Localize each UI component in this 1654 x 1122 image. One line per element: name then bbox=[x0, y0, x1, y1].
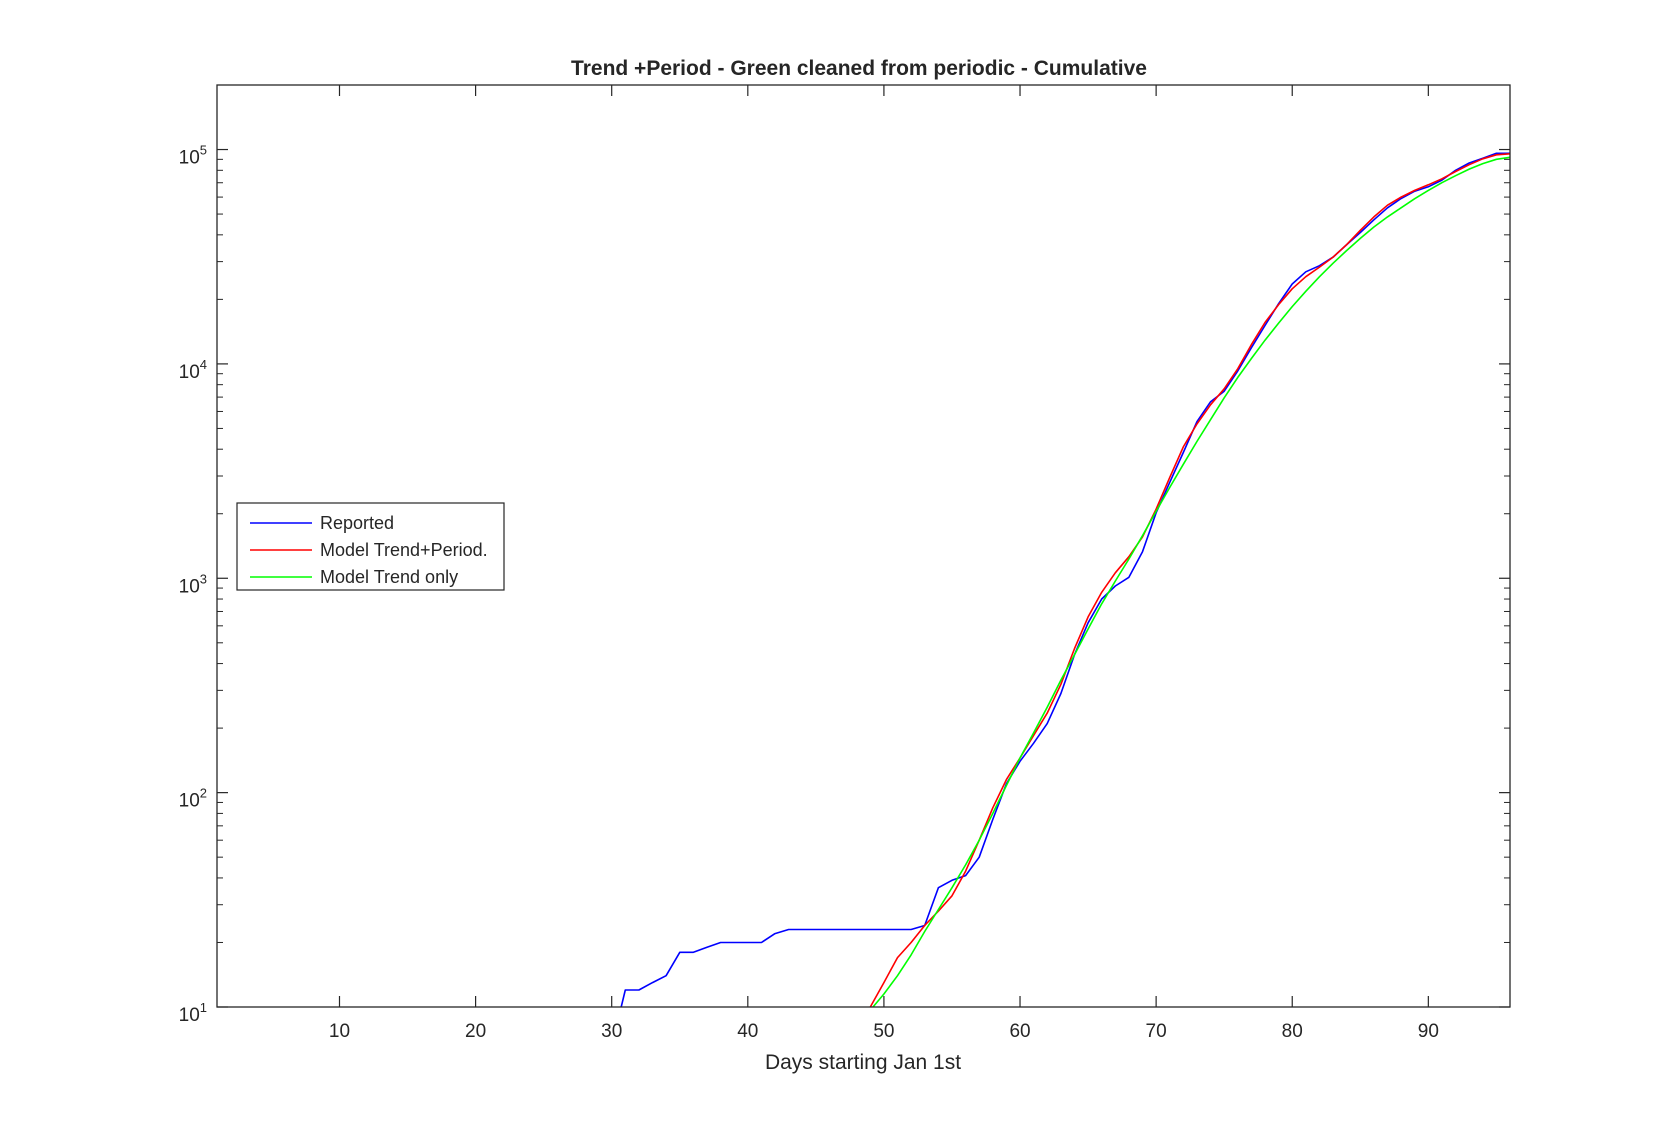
legend: Reported Model Trend+Period. Model Trend o… bbox=[236, 502, 505, 591]
series-line-3 bbox=[872, 156, 1510, 1007]
x-axis-label: Days starting Jan 1st bbox=[765, 1051, 961, 1074]
legend-box bbox=[236, 502, 505, 591]
x-tick-label: 10 bbox=[329, 1021, 350, 1042]
x-tick-label: 30 bbox=[601, 1021, 622, 1042]
series-layer bbox=[620, 152, 1510, 1007]
legend-label-3: Model Trend only bbox=[320, 567, 458, 587]
y-tick-label: 102 bbox=[179, 786, 207, 812]
x-tick-label: 80 bbox=[1282, 1021, 1303, 1042]
x-tick-label: 40 bbox=[737, 1021, 758, 1042]
y-tick-label-base: 10 bbox=[179, 148, 200, 169]
series-line-1 bbox=[620, 152, 1510, 1007]
chart-title: Trend +Period - Green cleaned from perio… bbox=[571, 57, 1147, 80]
y-tick-label: 105 bbox=[179, 143, 207, 169]
legend-label-2: Model Trend+Period. bbox=[320, 540, 488, 560]
y-tick-label-exponent: 5 bbox=[200, 143, 207, 158]
y-tick-label-exponent: 1 bbox=[200, 1000, 207, 1015]
y-tick-label-exponent: 4 bbox=[200, 357, 207, 372]
x-tick-label: 60 bbox=[1009, 1021, 1030, 1042]
x-tick-label: 70 bbox=[1146, 1021, 1167, 1042]
y-tick-label-base: 10 bbox=[179, 1005, 200, 1026]
y-tick-label: 104 bbox=[179, 357, 207, 383]
axes-box bbox=[216, 84, 1511, 1008]
y-tick-label-base: 10 bbox=[179, 791, 200, 812]
y-tick-label-base: 10 bbox=[179, 576, 200, 597]
y-tick-label-exponent: 2 bbox=[200, 786, 207, 801]
x-tick-label: 90 bbox=[1418, 1021, 1439, 1042]
x-tick-label: 50 bbox=[873, 1021, 894, 1042]
y-tick-label: 101 bbox=[179, 1000, 207, 1026]
legend-label-1: Reported bbox=[320, 513, 394, 533]
y-tick-label: 103 bbox=[179, 571, 207, 597]
y-tick-label-exponent: 3 bbox=[200, 571, 207, 586]
x-tick-label: 20 bbox=[465, 1021, 486, 1042]
y-tick-label-base: 10 bbox=[179, 362, 200, 383]
